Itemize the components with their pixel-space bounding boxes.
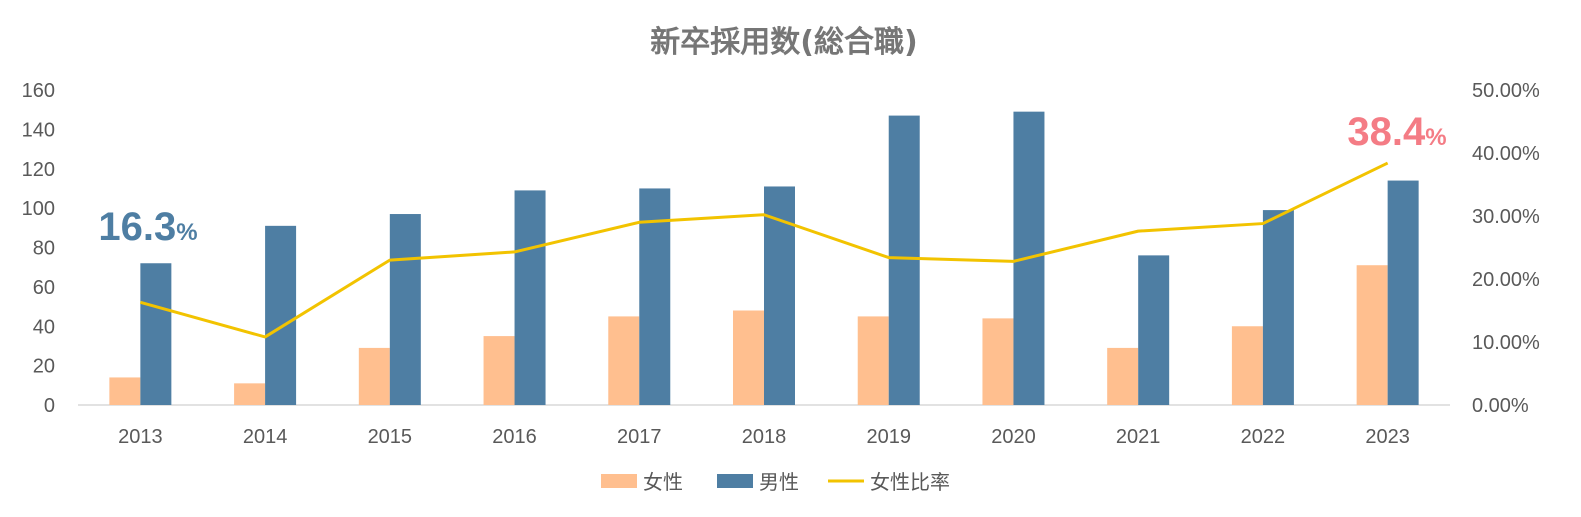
x-tick-label: 2021 [1116, 426, 1161, 448]
x-tick-label: 2019 [866, 426, 911, 448]
bars-layer [109, 111, 1419, 405]
bar-male [1387, 180, 1419, 405]
bar-male [1138, 255, 1170, 405]
legend-label: 女性比率 [870, 470, 950, 494]
bar-female [982, 318, 1014, 405]
bar-male [888, 115, 920, 405]
y-left-tick-label: 40 [33, 316, 55, 338]
y-left-tick-label: 140 [22, 119, 55, 141]
bar-male [639, 188, 671, 405]
legend-label: 女性 [643, 470, 683, 494]
data-label-annotation: 16.3% [98, 205, 197, 249]
y-left-tick-label: 60 [33, 277, 55, 299]
bar-female [608, 316, 640, 405]
legend: 女性 男性 女性比率 [601, 470, 950, 494]
x-tick-label: 2017 [617, 426, 662, 448]
x-tick-label: 2018 [742, 426, 787, 448]
x-tick-label: 2013 [118, 426, 163, 448]
y-right-tick-label: 10.00% [1472, 332, 1540, 354]
bar-female [733, 310, 764, 405]
x-tick-label: 2014 [243, 426, 288, 448]
y-right-tick-label: 20.00% [1472, 269, 1540, 291]
y-right-tick-label: 40.00% [1472, 143, 1540, 165]
bar-female [234, 383, 266, 405]
x-tick-label: 2023 [1365, 426, 1410, 448]
bar-male [140, 263, 172, 405]
line-layer [139, 161, 1389, 339]
x-tick-label: 2020 [991, 426, 1036, 448]
bar-male [1262, 210, 1294, 405]
data-label-annotation: 38.4% [1347, 110, 1446, 154]
legend-label: 男性 [759, 470, 799, 494]
bar-female [1107, 347, 1139, 405]
legend-swatch [601, 474, 637, 488]
chart-title: 新卒採用数(総合職) [650, 25, 917, 60]
y-left-tick-label: 0 [44, 395, 55, 417]
y-right-tick-label: 0.00% [1472, 395, 1529, 417]
x-tick-label: 2016 [492, 426, 537, 448]
bar-male [265, 225, 297, 405]
y-left-tick-label: 20 [33, 356, 55, 378]
x-tick-label: 2015 [368, 426, 413, 448]
bar-male [389, 214, 421, 405]
y-right-tick-label: 30.00% [1472, 206, 1540, 228]
bar-female [857, 316, 889, 405]
y-left-tick-label: 100 [22, 198, 55, 220]
bar-male [514, 190, 546, 405]
axes-layer: 0 20 40 60 80 100 120 140 160 0.00% 10.00% 20.00% 30… [22, 80, 1540, 448]
bar-female [358, 347, 390, 405]
bar-female [483, 336, 515, 405]
annotations-layer: 16.3% 38.4% [98, 110, 1446, 249]
x-tick-label: 2022 [1241, 426, 1286, 448]
legend-swatch [717, 474, 753, 488]
y-right-tick-label: 50.00% [1472, 80, 1540, 102]
y-left-tick-label: 80 [33, 238, 55, 260]
bar-female [1356, 265, 1388, 405]
line-female-ratio [139, 161, 1389, 339]
y-left-tick-label: 120 [22, 159, 55, 181]
y-left-tick-label: 160 [22, 80, 55, 102]
bar-female [1231, 326, 1263, 405]
bar-female [109, 377, 141, 405]
